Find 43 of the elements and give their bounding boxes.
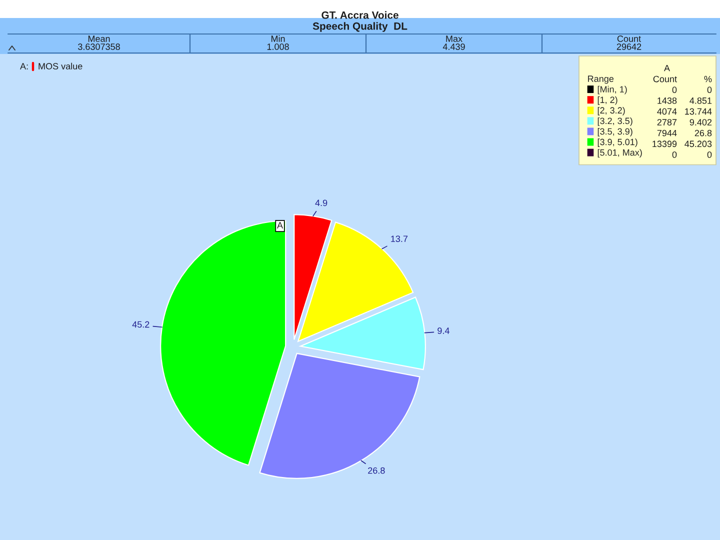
text: 13399 (652, 140, 677, 148)
data-label: 13.7 (391, 236, 408, 242)
data-label: 9.4 (438, 328, 450, 334)
text: 1.008 (267, 44, 289, 50)
text: Count (617, 36, 641, 42)
legend-title: Range (588, 76, 614, 84)
text: 7944 (657, 130, 677, 136)
text: 0 (707, 86, 712, 94)
text: 0 (672, 86, 677, 94)
text: A (277, 222, 283, 228)
text: A (664, 64, 670, 72)
chart-subtitle: Speech Quality DL (312, 22, 408, 32)
text: 0 (707, 151, 712, 158)
legend-label: [1, 2) (598, 96, 618, 105)
text: 0 (672, 151, 677, 158)
text: % (704, 76, 712, 82)
text: Min (271, 35, 285, 42)
text: 4.851 (690, 97, 712, 104)
legend-label: [2, 3.2) (598, 106, 625, 116)
text: Count (653, 76, 677, 82)
chart-title: GT. Accra Voice (322, 11, 398, 19)
text: Mean (88, 36, 110, 42)
legend-label: [Min, 1) (598, 86, 627, 94)
legend-label: [3.2, 3.5) (598, 117, 632, 126)
text: Max (446, 36, 462, 42)
text: 4.439 (442, 44, 465, 50)
legend-label: [3.9, 5.01) (598, 138, 638, 147)
text: 29642 (616, 44, 642, 50)
data-label: 26.8 (368, 467, 385, 474)
text: A: (20, 63, 28, 70)
text: 26.8 (694, 130, 712, 136)
text: 45.203 (684, 140, 712, 148)
text: 4074 (657, 108, 677, 115)
text: 2787 (657, 119, 677, 126)
text: 3.6307358 (78, 44, 120, 50)
legend-label: [5.01, Max) (598, 149, 642, 158)
text: MOS value (38, 62, 82, 70)
text: 1438 (658, 97, 677, 104)
text: 13.744 (685, 108, 712, 115)
data-label: 45.2 (132, 321, 150, 328)
text: 9.402 (690, 119, 712, 126)
data-label: 4.9 (315, 200, 328, 206)
legend-label: [3.5, 3.9) (598, 128, 632, 136)
